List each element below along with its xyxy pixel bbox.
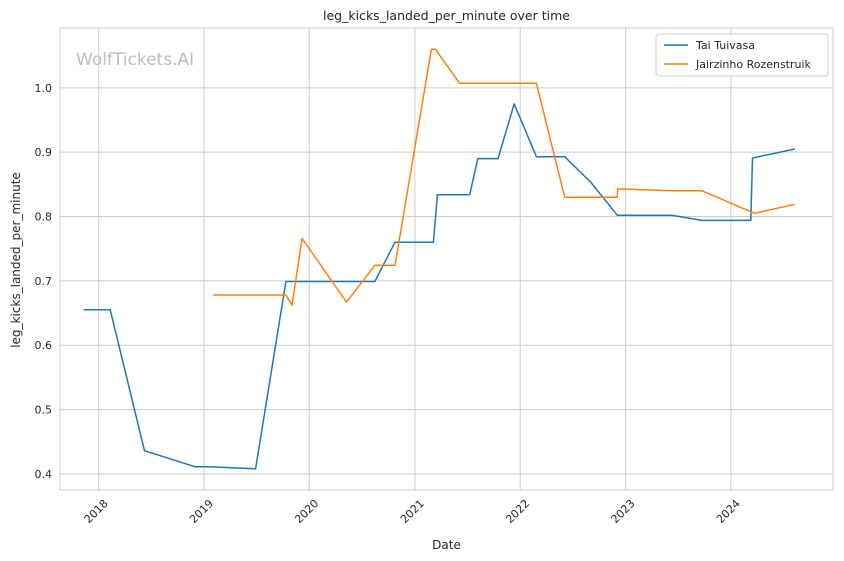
y-tick-label: 0.4 xyxy=(35,468,53,481)
legend-label: Jairzinho Rozenstruik xyxy=(695,58,812,71)
plot-frame xyxy=(59,27,834,491)
y-tick-label: 0.6 xyxy=(35,339,53,352)
legend: Tai Tuivasa Jairzinho Rozenstruik xyxy=(655,33,829,77)
legend-label: Tai Tuivasa xyxy=(695,39,755,52)
watermark-text: WolfTickets.AI xyxy=(76,50,194,70)
y-tick-label: 1.0 xyxy=(35,82,53,95)
series-line-jairzinho-rozenstruik xyxy=(213,48,796,307)
y-axis-title: leg_kicks_landed_per_minute xyxy=(9,172,23,348)
grid-lines xyxy=(60,28,833,490)
series-lines xyxy=(83,48,796,470)
y-tick-label: 0.8 xyxy=(35,211,53,224)
y-tick-label: 0.9 xyxy=(35,146,53,159)
y-tick-label: 0.5 xyxy=(35,404,53,417)
x-axis-title: Date xyxy=(432,538,461,552)
series-line-tai-tuivasa xyxy=(83,103,796,470)
legend-box xyxy=(655,33,829,77)
y-tick-label: 0.7 xyxy=(35,275,53,288)
plot-area xyxy=(60,28,833,490)
chart-title: leg_kicks_landed_per_minute over time xyxy=(323,8,570,23)
